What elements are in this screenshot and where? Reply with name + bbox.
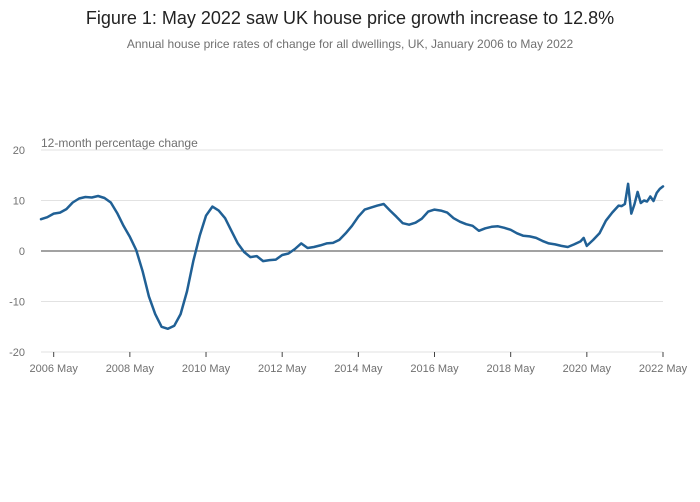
y-tick-label: 20 — [13, 145, 25, 157]
x-tick-label: 2016 May — [410, 363, 459, 375]
series-line-house-price-growth — [39, 182, 665, 331]
x-tick-label: 2012 May — [258, 363, 307, 375]
gridlines — [41, 149, 663, 353]
y-axis-label: 12-month percentage change — [41, 136, 198, 150]
x-tick-label: 2014 May — [334, 363, 383, 375]
x-axis-ticks: 2006 May 2008 May 2010 May 2012 May 2014 May… — [30, 352, 688, 375]
x-tick-label: 2008 May — [106, 363, 155, 375]
chart-subtitle: Annual house price rates of change for a… — [126, 37, 574, 51]
chart-title: Figure 1: May 2022 saw UK house price gr… — [85, 8, 615, 28]
y-tick-label: 0 — [19, 246, 25, 258]
y-tick-label: 10 — [13, 196, 25, 208]
y-tick-label: -10 — [9, 297, 25, 309]
x-tick-label: 2020 May — [563, 363, 612, 375]
x-tick-label: 2010 May — [182, 363, 231, 375]
series-lines — [39, 182, 665, 331]
y-axis-ticks: 20 10 0 -10 -20 — [9, 145, 25, 359]
x-tick-label: 2018 May — [487, 363, 536, 375]
x-tick-label: 2006 May — [30, 363, 79, 375]
x-tick-label: 2022 May — [639, 363, 688, 375]
y-tick-label: -20 — [9, 347, 25, 359]
